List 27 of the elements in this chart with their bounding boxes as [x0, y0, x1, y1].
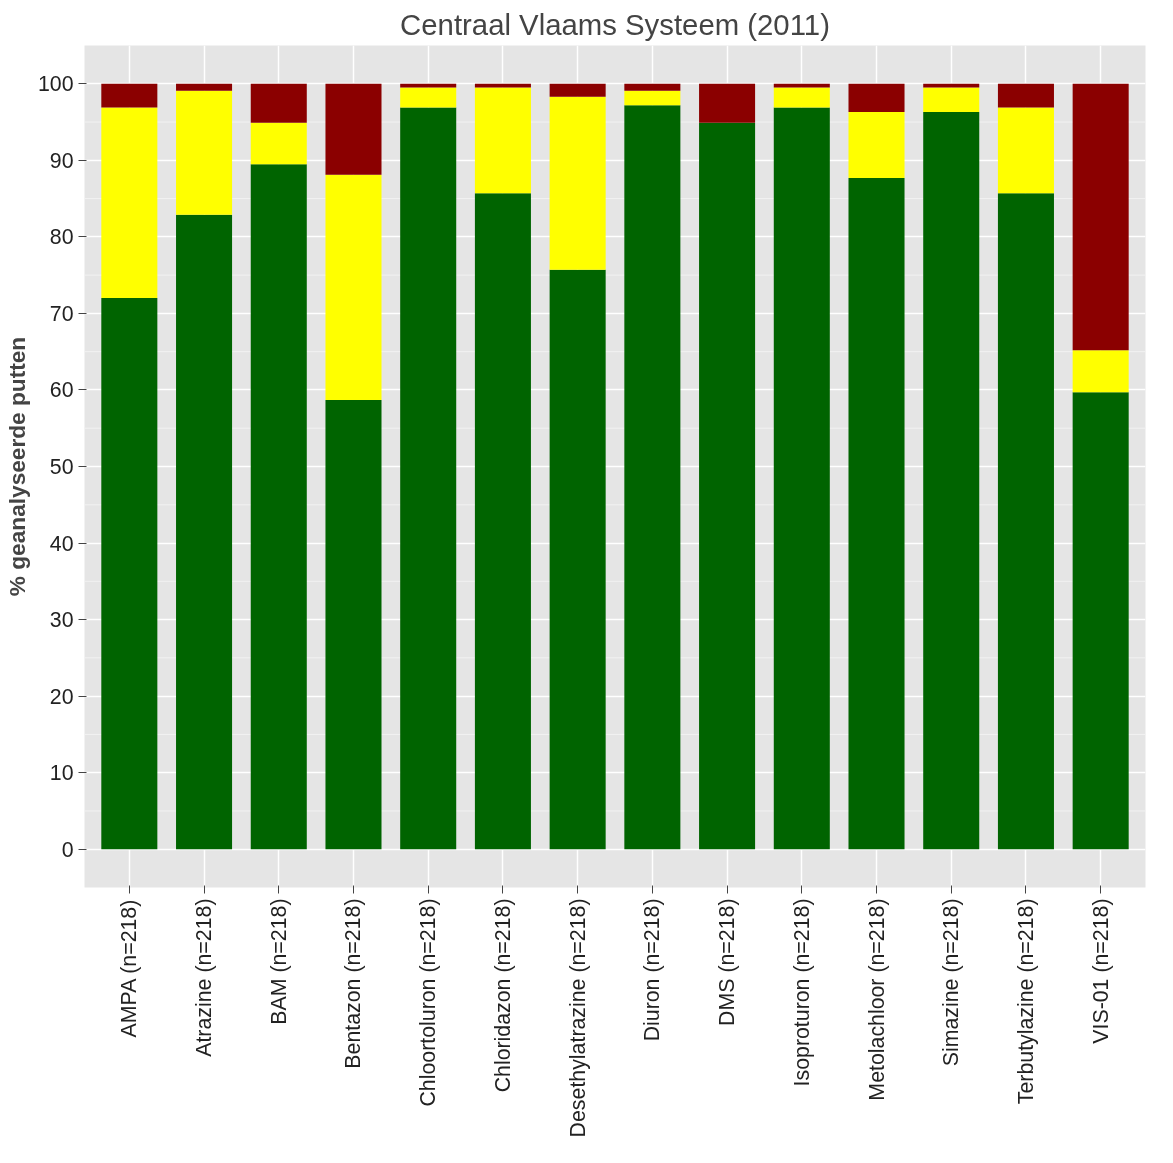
x-tick-label: Atrazine (n=218)	[192, 898, 217, 1057]
y-tick-label: 50	[49, 455, 74, 479]
y-tick-label: 40	[49, 531, 74, 556]
x-tick-label: Isoproturon (n=218)	[789, 898, 814, 1087]
x-tick-label: AMPA (n=218)	[117, 899, 142, 1038]
y-tick-label: 0	[61, 837, 74, 862]
y-tick-label: 90	[49, 148, 74, 173]
y-tick-label: 100	[37, 72, 74, 97]
x-tick-label: BAM (n=218)	[266, 898, 291, 1025]
x-tick-label: Metolachloor (n=218)	[864, 898, 889, 1101]
y-tick-label: 20	[49, 684, 74, 709]
y-tick-label: 30	[49, 608, 74, 633]
y-tick-label: 70	[49, 301, 74, 326]
x-tick-label: Chloortoluron (n=218)	[416, 898, 441, 1107]
x-tick-label: Diuron (n=218)	[640, 898, 665, 1042]
y-tick-label: 60	[49, 378, 74, 403]
x-tick-label: Chloridazon (n=218)	[490, 898, 515, 1093]
x-tick-label: Desethylatrazine (n=218)	[565, 898, 590, 1138]
x-tick-label: VIS-01 (n=218)	[1088, 898, 1113, 1044]
x-tick-label: Simazine (n=218)	[939, 898, 964, 1067]
x-tick-label: DMS (n=218)	[715, 898, 740, 1026]
x-tick-label: Terbutylazine (n=218)	[1013, 898, 1038, 1105]
y-tick-label: 80	[49, 225, 74, 250]
y-tick-label: 10	[49, 761, 74, 786]
x-tick-label: Bentazon (n=218)	[341, 898, 366, 1069]
chart-title: Centraal Vlaams Systeem (2011)	[400, 7, 830, 41]
y-axis-title: % geanalyseerde putten	[3, 336, 30, 597]
